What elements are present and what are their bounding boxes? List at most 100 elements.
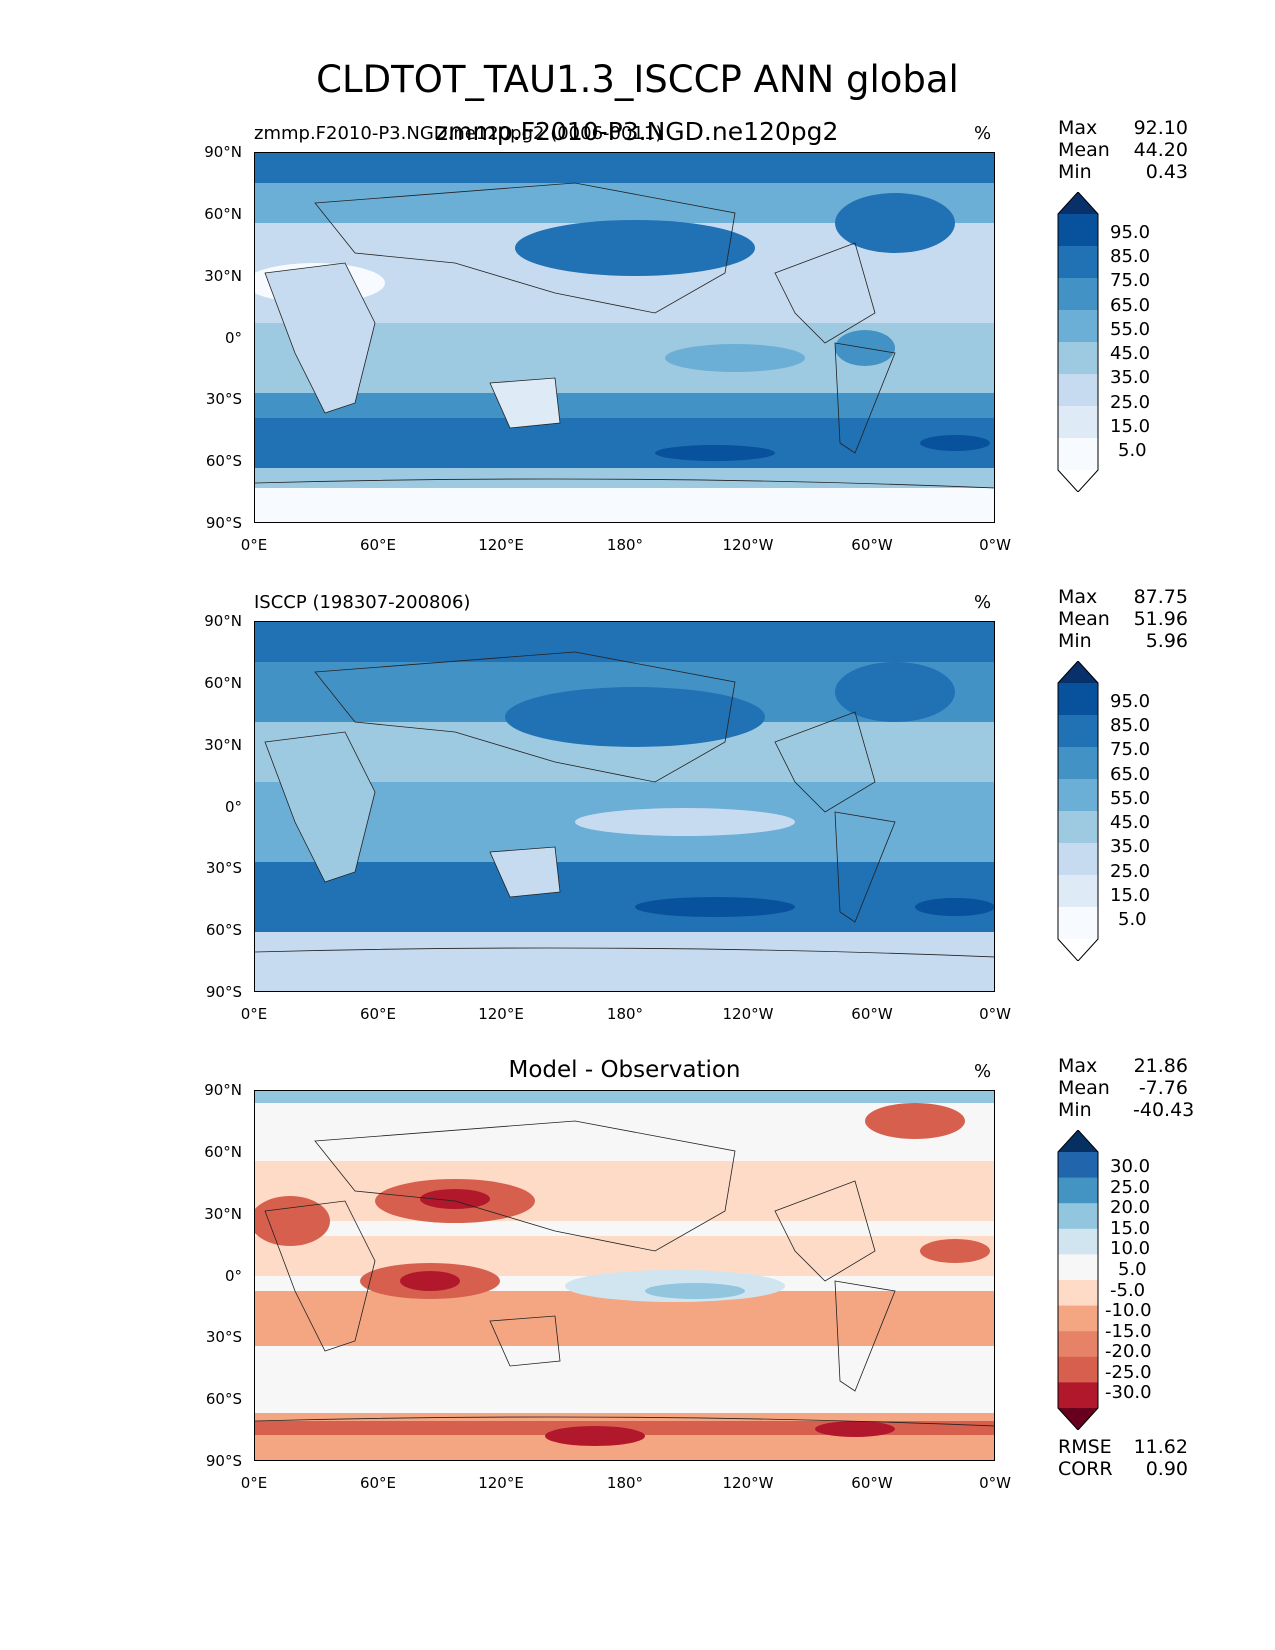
stat-label: Max: [1058, 1055, 1098, 1077]
panel-model-ytick: 90°N: [204, 143, 242, 161]
stat-label: Mean: [1058, 139, 1110, 161]
colorbar-label: -15.0: [1105, 1321, 1152, 1342]
colorbar-outline: [1057, 192, 1099, 492]
panel-model-colorbar: [1057, 192, 1099, 492]
colorbar-segment: [1058, 374, 1098, 407]
colorbar-label: 65.0: [1110, 295, 1151, 316]
colorbar-label: 5.0: [1118, 440, 1147, 461]
colorbar-label: 15.0: [1110, 885, 1151, 906]
panel-difference-xtick: 120°W: [722, 1474, 774, 1492]
colorbar-segment: [1058, 1382, 1098, 1409]
colorbar-label: 5.0: [1118, 909, 1147, 930]
panel-observation-xtick: 120°E: [478, 1005, 524, 1023]
stat-label: Min: [1058, 1099, 1092, 1121]
panel-difference-ytick: 90°S: [205, 1452, 242, 1470]
panel-observation-stats: Max 87.75 Mean 51.96 Min 5.96: [1058, 586, 1188, 652]
panel-difference-xtick: 0°E: [240, 1474, 268, 1492]
colorbar-label: 5.0: [1118, 1259, 1147, 1280]
panel-difference-map: [254, 1090, 995, 1461]
panel-observation-xtick: 0°E: [240, 1005, 268, 1023]
panel-observation-ytick: 90°N: [204, 612, 242, 630]
panel-model-ytick: 60°S: [205, 452, 242, 470]
stat-value: 87.75: [1133, 586, 1188, 608]
colorbar-segment: [1058, 214, 1098, 247]
panel-difference-xtick: 60°E: [359, 1474, 397, 1492]
colorbar-segment: [1058, 875, 1098, 908]
colorbar-segment: [1058, 438, 1098, 471]
colorbar-segment: [1058, 310, 1098, 343]
panel-model-map: [254, 152, 995, 523]
panel-difference-xtick: 120°E: [478, 1474, 524, 1492]
stat-value: 11.62: [1133, 1436, 1188, 1458]
colorbar-outline: [1057, 661, 1099, 961]
panel-model-xtick: 0°E: [240, 536, 268, 554]
panel-difference-stats: Max 21.86 Mean -7.76 Min -40.43: [1058, 1055, 1195, 1121]
colorbar-label: -30.0: [1105, 1382, 1152, 1403]
colorbar-label: 75.0: [1110, 270, 1151, 291]
panel-observation-ytick: 0°: [224, 798, 242, 816]
colorbar-label: -25.0: [1105, 1362, 1152, 1383]
panel-model-xtick: 0°W: [979, 536, 1011, 554]
stat-value: 0.43: [1145, 161, 1188, 183]
colorbar-label: 85.0: [1110, 246, 1151, 267]
panel-observation-map: [254, 621, 995, 992]
colorbar-label: 20.0: [1110, 1197, 1151, 1218]
colorbar-segment: [1058, 278, 1098, 311]
colorbar-label: 45.0: [1110, 343, 1151, 364]
stat-label: Min: [1058, 161, 1092, 183]
colorbar-label: -5.0: [1110, 1280, 1146, 1301]
panel-model-left-title: zmmp.F2010-P3.NGD.ne120pg2 (0006-0011): [254, 123, 663, 144]
colorbar-label: 95.0: [1110, 222, 1151, 243]
colorbar-segment: [1058, 683, 1098, 716]
colorbar-label: 75.0: [1110, 739, 1151, 760]
colorbar-label: 95.0: [1110, 691, 1151, 712]
colorbar-segment: [1058, 1177, 1098, 1204]
stat-value: 51.96: [1133, 608, 1188, 630]
panel-difference-colorbar: [1057, 1130, 1099, 1430]
colorbar-segment: [1058, 1305, 1098, 1332]
colorbar-segment: [1058, 1228, 1098, 1255]
panel-difference-ytick: 0°: [224, 1267, 242, 1285]
stat-value: 21.86: [1133, 1055, 1188, 1077]
stat-label: RMSE: [1058, 1436, 1112, 1458]
figure-title: CLDTOT_TAU1.3_ISCCP ANN global: [316, 58, 959, 101]
colorbar-segment: [1058, 342, 1098, 375]
colorbar-label: 15.0: [1110, 1218, 1151, 1239]
colorbar-label: 55.0: [1110, 319, 1151, 340]
panel-observation-ytick: 60°N: [204, 674, 242, 692]
panel-difference-unit: %: [974, 1061, 992, 1082]
stat-label: CORR: [1058, 1458, 1113, 1480]
panel-difference-ytick: 90°N: [204, 1081, 242, 1099]
panel-difference-ytick: 60°N: [204, 1143, 242, 1161]
stat-value: 0.90: [1145, 1458, 1188, 1480]
colorbar-label: 15.0: [1110, 416, 1151, 437]
colorbar-segment: [1058, 747, 1098, 780]
stat-value: -7.76: [1138, 1077, 1188, 1099]
stat-value: 5.96: [1145, 630, 1188, 652]
panel-difference-ytick: 60°S: [205, 1390, 242, 1408]
stat-label: Max: [1058, 586, 1098, 608]
panel-model-field: [255, 153, 994, 522]
panel-difference-xtick: 60°W: [851, 1474, 893, 1492]
stat-value: 44.20: [1133, 139, 1188, 161]
stat-label: Mean: [1058, 608, 1110, 630]
colorbar-label: 35.0: [1110, 367, 1151, 388]
panel-observation-xtick: 60°W: [851, 1005, 893, 1023]
colorbar-segment: [1058, 1280, 1098, 1307]
colorbar-label: 25.0: [1110, 392, 1151, 413]
panel-model-ytick: 30°N: [204, 267, 242, 285]
colorbar-extend-top: [1058, 661, 1098, 683]
colorbar-segment: [1058, 1254, 1098, 1281]
colorbar-segment: [1058, 1331, 1098, 1358]
stat-value: -40.43: [1133, 1099, 1195, 1121]
colorbar-segment: [1058, 843, 1098, 876]
panel-observation-ytick: 30°N: [204, 736, 242, 754]
colorbar-segment: [1058, 406, 1098, 439]
colorbar-segment: [1058, 1152, 1098, 1179]
colorbar-label: -10.0: [1105, 1300, 1152, 1321]
colorbar-extend-bottom: [1058, 470, 1098, 492]
panel-observation-xtick: 60°E: [359, 1005, 397, 1023]
overlapping-model-title: zmmp.F2010-P3.NGD.ne120pg2: [435, 117, 839, 146]
panel-model-xtick: 60°E: [359, 536, 397, 554]
colorbar-label: 25.0: [1110, 1177, 1151, 1198]
